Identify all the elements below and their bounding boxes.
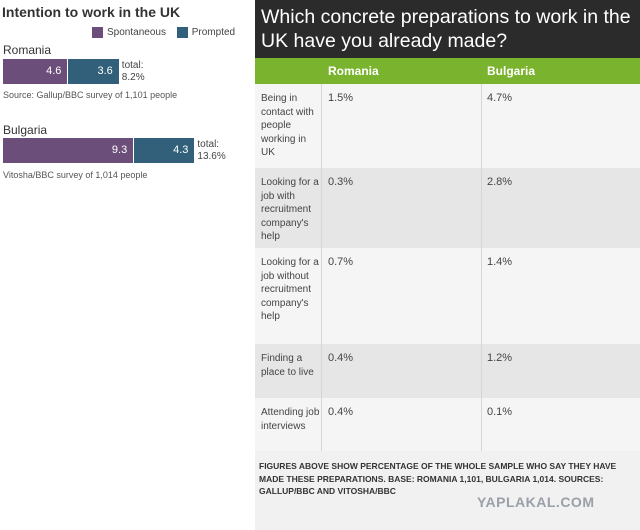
bar-romania-prompted: 3.6: [68, 59, 119, 84]
legend-item-prompted: Prompted: [176, 27, 236, 38]
watermark: YAPLAKAL.COM: [477, 494, 595, 510]
column-header-romania: Romania: [328, 64, 379, 78]
cell-romania: 0.7%: [328, 256, 354, 268]
total-label-bulgaria: total: 13.6%: [197, 139, 226, 162]
cell-romania: 0.4%: [328, 406, 354, 418]
legend-label-spontaneous: Spontaneous: [107, 27, 166, 38]
cell-bulgaria: 2.8%: [487, 176, 513, 188]
column-header-row: [255, 58, 640, 84]
cell-romania: 1.5%: [328, 92, 354, 104]
column-divider: [321, 84, 322, 451]
cell-bulgaria: 1.2%: [487, 352, 513, 364]
column-header-bulgaria: Bulgaria: [487, 64, 536, 78]
legend-label-prompted: Prompted: [191, 27, 236, 38]
table-footnote: FIGURES ABOVE SHOW PERCENTAGE OF THE WHO…: [259, 461, 617, 496]
table-header: Which concrete preparations to work in t…: [255, 0, 640, 58]
source-romania: Source: Gallup/BBC survey of 1,101 peopl…: [3, 90, 178, 100]
table-title: Which concrete preparations to work in t…: [261, 6, 631, 52]
bar-bulgaria-prompted: 4.3: [134, 138, 195, 163]
preparations-table: Which concrete preparations to work in t…: [255, 0, 640, 530]
category-label-bulgaria: Bulgaria: [3, 123, 48, 137]
cell-romania: 0.3%: [328, 176, 354, 188]
category-label-romania: Romania: [3, 43, 52, 57]
bar-bulgaria-spontaneous: 9.3: [3, 138, 134, 163]
chart-legend: Spontaneous Prompted: [92, 27, 243, 41]
table-row: Looking for a job with recruitment compa…: [255, 168, 640, 248]
row-label: Looking for a job without recruitment co…: [261, 257, 319, 322]
cell-bulgaria: 0.1%: [487, 406, 513, 418]
row-label: Being in contact with people working in …: [261, 93, 314, 158]
row-label: Attending job interviews: [261, 407, 320, 432]
intention-chart: Intention to work in the UK Spontaneous …: [0, 0, 248, 530]
column-divider: [481, 84, 482, 451]
total-label-romania: total: 8.2%: [121, 60, 145, 83]
table-row: Being in contact with people working in …: [255, 84, 640, 168]
row-label: Looking for a job with recruitment compa…: [261, 177, 319, 242]
cell-bulgaria: 1.4%: [487, 256, 513, 268]
row-label: Finding a place to live: [261, 353, 314, 378]
table-row: Attending job interviews 0.4% 0.1%: [255, 398, 640, 451]
table-row: Looking for a job without recruitment co…: [255, 248, 640, 344]
bar-romania-spontaneous: 4.6: [3, 59, 68, 84]
chart-title: Intention to work in the UK: [2, 4, 181, 20]
legend-swatch-prompted: [176, 27, 188, 38]
legend-swatch-spontaneous: [92, 27, 103, 38]
source-bulgaria: Vitosha/BBC survey of 1,014 people: [3, 170, 148, 180]
table-row: Finding a place to live 0.4% 1.2%: [255, 344, 640, 398]
legend-item-spontaneous: Spontaneous: [92, 27, 166, 38]
cell-bulgaria: 4.7%: [487, 92, 513, 104]
cell-romania: 0.4%: [328, 352, 354, 364]
